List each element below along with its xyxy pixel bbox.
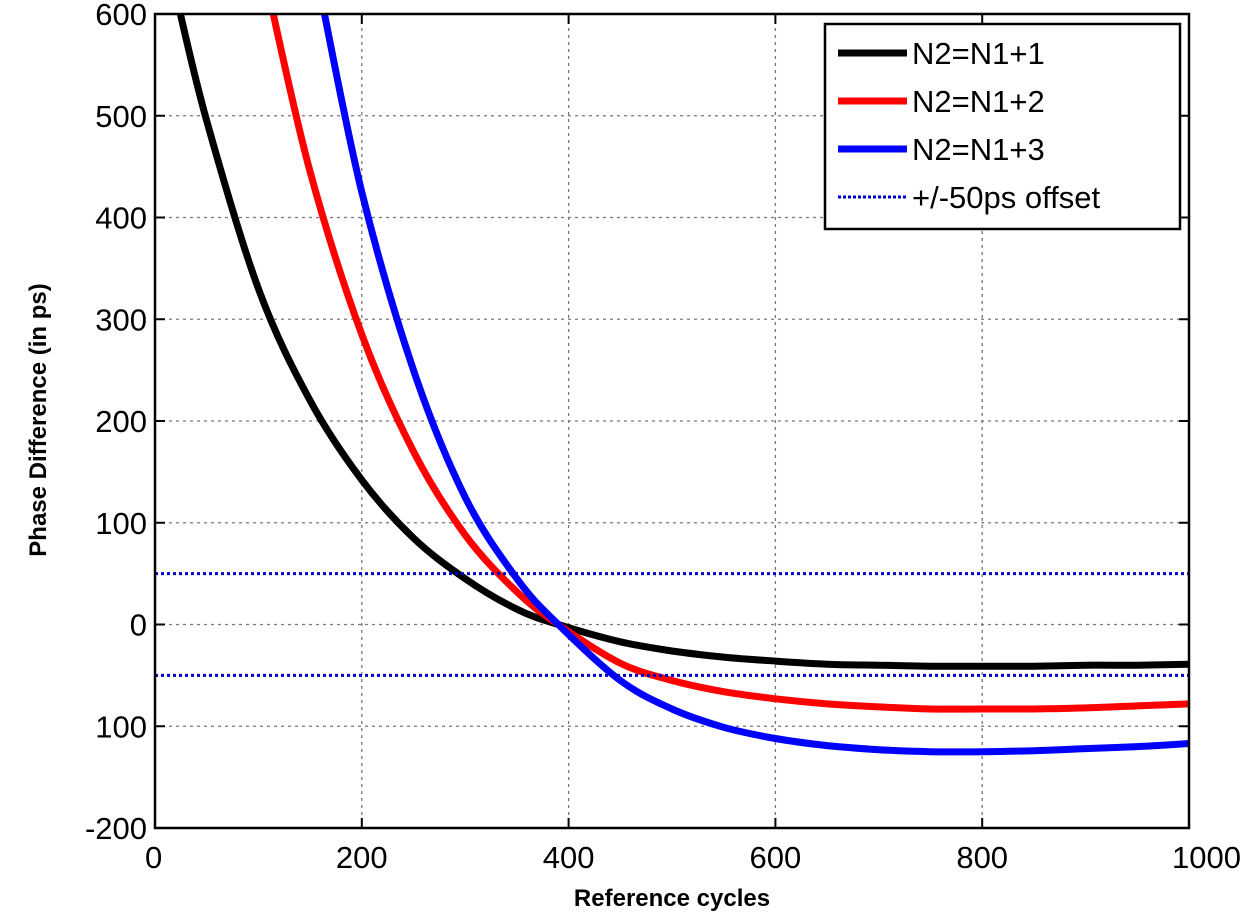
y-axis-label: Phase Difference (in ps) (25, 283, 52, 556)
y-tick-label: 300 (95, 302, 147, 337)
x-axis-label: Reference cycles (574, 885, 770, 912)
x-tick-label: 400 (543, 840, 595, 875)
y-tick-labels: -200 100 0 100 200 300 400 500 600 (85, 0, 147, 846)
y-tick-label: 0 (130, 608, 147, 643)
y-tick-label: 500 (95, 99, 147, 134)
x-tick-label: 200 (336, 840, 388, 875)
legend-label: N2=N1+3 (912, 132, 1045, 167)
series-line (176, 14, 1189, 670)
plot-series-group (155, 14, 1189, 756)
series-line (269, 14, 1189, 713)
legend: N2=N1+1 N2=N1+2 N2=N1+3 +/-50ps offset (823, 22, 1182, 231)
x-tick-label: 1000 (1172, 840, 1241, 875)
legend-box (823, 22, 1182, 231)
y-tick-label: 100 (95, 709, 147, 744)
y-tick-label: 100 (95, 506, 147, 541)
legend-label: N2=N1+2 (912, 84, 1045, 119)
x-tick-label: 800 (956, 840, 1008, 875)
x-tick-labels: 0 200 400 600 800 1000 (145, 840, 1241, 875)
y-tick-label: -200 (85, 811, 147, 846)
legend-label: +/-50ps offset (912, 180, 1101, 215)
legend-label: N2=N1+1 (912, 36, 1045, 71)
y-tick-label: 400 (95, 201, 147, 236)
y-tick-label: 600 (95, 0, 147, 32)
x-tick-label: 600 (750, 840, 802, 875)
x-tick-label: 0 (145, 840, 162, 875)
series-line (320, 14, 1189, 756)
y-tick-label: 200 (95, 404, 147, 439)
